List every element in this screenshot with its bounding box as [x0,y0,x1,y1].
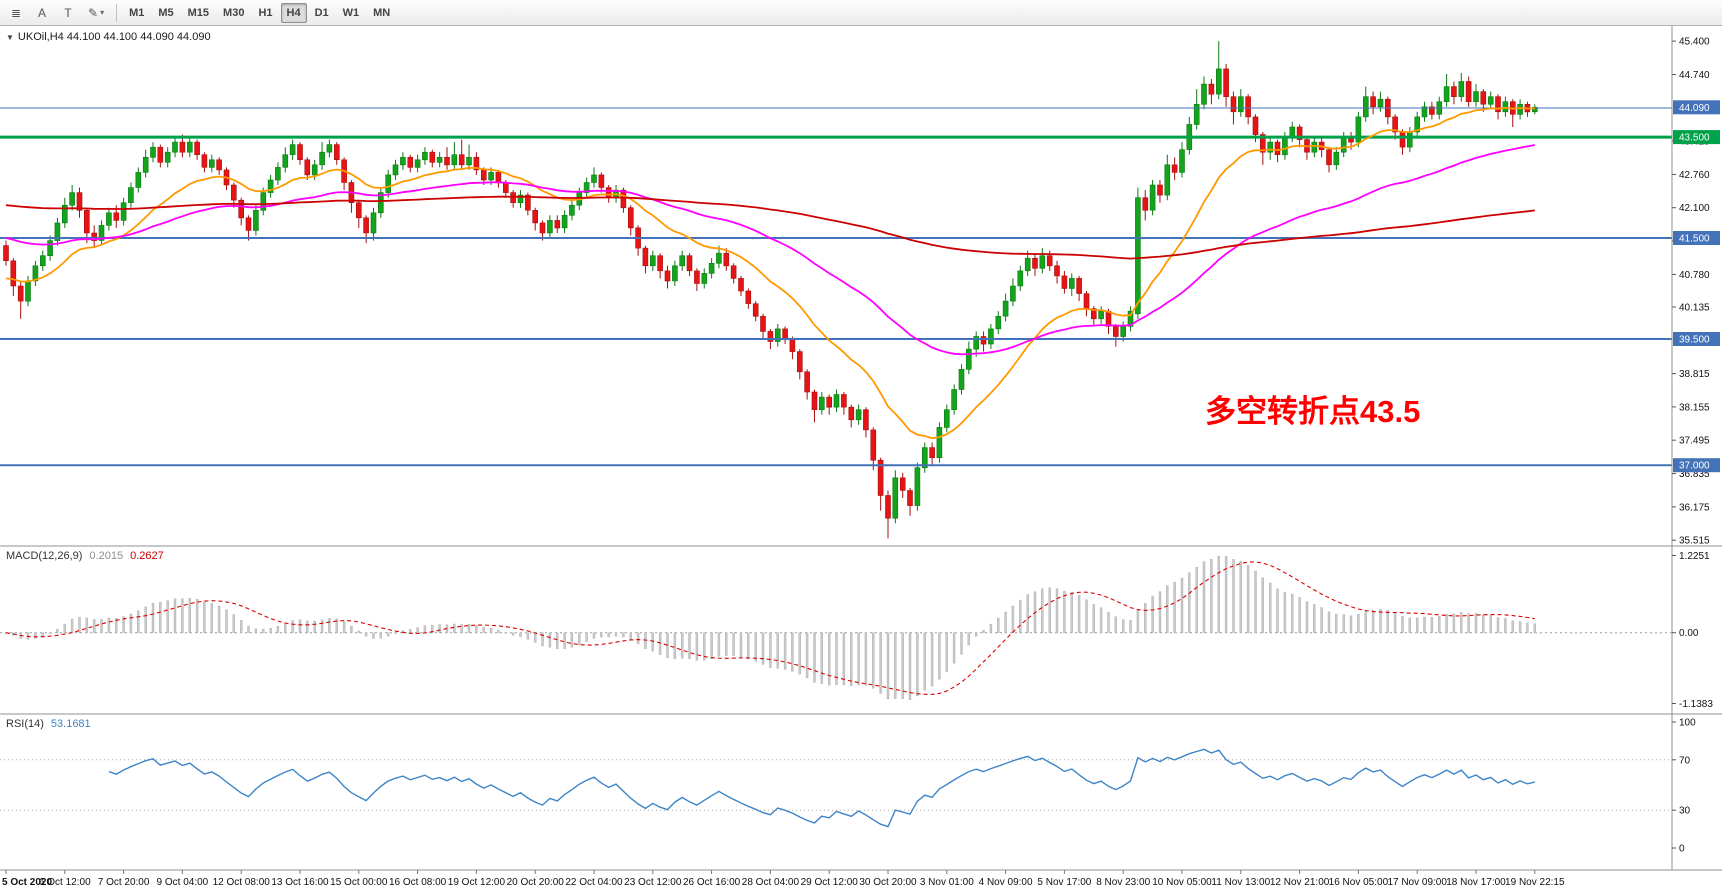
time-tick-label: 6 Oct 12:00 [39,877,91,888]
time-tick-label: 7 Oct 20:00 [98,877,150,888]
time-tick-label: 15 Oct 00:00 [330,877,388,888]
toolbar: ≣ A T ✎ ▾ M1 M5 M15 M30 H1 H4 D1 W1 MN [0,0,1722,26]
time-tick-label: 10 Nov 05:00 [1152,877,1212,888]
toolbar-separator [116,3,118,22]
timeframe-button-D1[interactable]: D1 [314,6,329,19]
price-badge-label: 44.090 [1679,103,1710,114]
time-tick-label: 16 Nov 05:00 [1329,877,1389,888]
svg-text:30: 30 [1679,806,1691,817]
time-tick-label: 13 Oct 16:00 [271,877,329,888]
price-badge-label: 37.000 [1679,461,1710,472]
price-tick-label: 37.495 [1679,436,1710,447]
time-tick-label: 29 Oct 12:00 [801,877,859,888]
price-tick-label: 36.175 [1679,502,1710,513]
price-tick-label: 40.135 [1679,303,1710,314]
price-tick-label: 40.780 [1679,270,1710,281]
time-tick-label: 4 Nov 09:00 [979,877,1033,888]
text-tool-icon[interactable]: T [64,5,72,20]
time-tick-label: 12 Oct 08:00 [213,877,271,888]
macd-signal-line [5,561,1535,695]
timeframe-button-H1[interactable]: H1 [258,6,273,19]
time-tick-label: 17 Nov 09:00 [1387,877,1447,888]
price-badge-41.500 [1673,231,1720,245]
svg-text:1.2251: 1.2251 [1679,551,1710,562]
svg-text:0.00: 0.00 [1679,628,1699,639]
symbol-dropdown-icon[interactable]: ▼ [6,33,14,42]
price-tick-label: 38.155 [1679,402,1710,413]
macd-histogram [4,555,1537,700]
time-tick-label: 28 Oct 04:00 [742,877,800,888]
rsi-line [108,748,1535,828]
time-tick-label: 19 Nov 22:15 [1505,877,1565,888]
timeframe-button-W1[interactable]: W1 [342,6,360,19]
price-tick-label: 42.760 [1679,170,1710,181]
svg-text:100: 100 [1679,718,1696,729]
time-tick-label: 9 Oct 04:00 [157,877,209,888]
time-tick-label: 5 Oct 2020 [2,877,52,888]
symbol-ohlc-text: UKOil,H4 44.100 44.100 44.090 44.090 [17,31,211,43]
macd-signal-value: 0.2627 [130,550,164,562]
time-tick-label: 26 Oct 16:00 [683,877,741,888]
ma-250-line [5,195,1535,260]
price-badge-label: 41.500 [1679,234,1710,245]
price-badge-label: 39.500 [1679,335,1710,346]
price-badge-44.090 [1673,100,1720,115]
time-tick-label: 11 Nov 13:00 [1211,877,1270,888]
timeframe-button-M30[interactable]: M30 [223,6,245,19]
rsi-value: 53.1681 [50,718,91,730]
rsi-axis: 100 70 30 0 [1672,718,1696,855]
price-tick-label: 36.835 [1679,469,1710,480]
timeframe-button-MN[interactable]: MN [373,6,391,19]
price-tick-label: 45.400 [1679,37,1710,48]
time-tick-label: 12 Nov 21:00 [1270,877,1330,888]
price-tick-label: 35.515 [1679,536,1710,547]
svg-text:-1.1383: -1.1383 [1679,699,1713,710]
time-tick-label: 3 Nov 01:00 [920,877,974,888]
time-tick-label: 20 Oct 20:00 [507,877,565,888]
time-tick-label: 16 Oct 08:00 [389,877,447,888]
time-tick-label: 8 Nov 23:00 [1096,877,1150,888]
price-axis: 45.40044.74043.42542.76042.10041.44540.7… [1672,37,1720,547]
chart-list-icon[interactable]: ≣ [10,5,22,20]
timeframe-button-M5[interactable]: M5 [158,6,174,19]
time-tick-label: 18 Nov 17:00 [1446,877,1506,888]
ma-18-line [5,106,1535,440]
annotation-text: 多空转折点43.5 [1205,394,1421,429]
macd-axis: 1.2251 0.00 -1.1383 [1672,551,1713,710]
timeframe-button-M1[interactable]: M1 [129,6,145,19]
price-tick-label: 38.815 [1679,369,1710,380]
macd-name: MACD(12,26,9) [6,550,83,562]
chevron-down-icon: ▾ [100,8,105,17]
symbol-label: ▼ UKOil,H4 44.100 44.100 44.090 44.090 [6,31,211,43]
price-tick-label: 44.740 [1679,70,1710,81]
time-tick-label: 22 Oct 04:00 [565,877,623,888]
timeframe-button-M15[interactable]: M15 [187,6,210,19]
price-badge-39.500 [1673,332,1720,346]
macd-indicator-label: MACD(12,26,9) 0.2015 0.2627 [6,550,164,562]
time-tick-label: 23 Oct 12:00 [624,877,682,888]
price-badge-43.500 [1673,130,1720,145]
ma-55-line [5,144,1535,356]
cursor-a-icon[interactable]: A [37,5,46,20]
time-tick-label: 19 Oct 12:00 [448,877,506,888]
time-tick-label: 30 Oct 20:00 [859,877,917,888]
svg-text:70: 70 [1679,755,1691,766]
rsi-indicator-label: RSI(14) 53.1681 [6,718,91,730]
rsi-name: RSI(14) [6,718,44,730]
svg-text:0: 0 [1679,844,1685,855]
draw-tool-icon[interactable]: ✎ ▾ [88,5,105,20]
price-tick-label: 42.100 [1679,203,1710,214]
time-tick-label: 5 Nov 17:00 [1037,877,1091,888]
price-badge-label: 43.500 [1679,133,1710,144]
price-badge-37.000 [1673,458,1720,473]
macd-main-value: 0.2015 [89,550,124,562]
timeframe-button-H4[interactable]: H4 [280,2,307,23]
